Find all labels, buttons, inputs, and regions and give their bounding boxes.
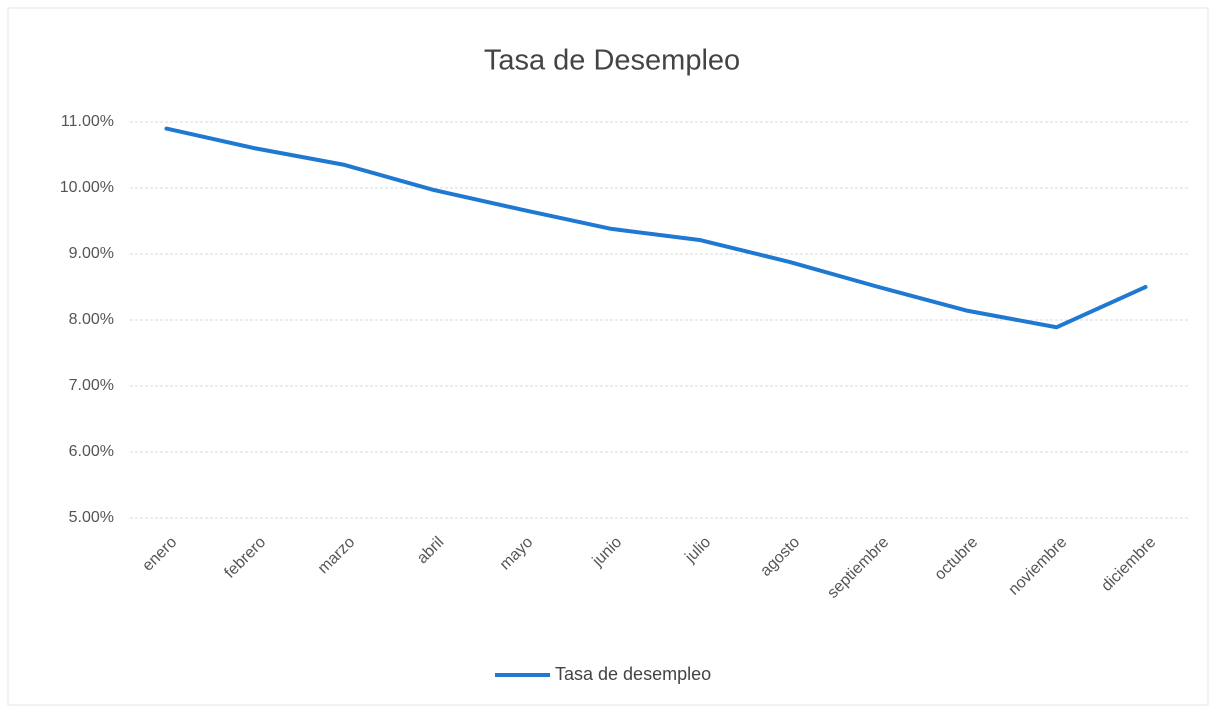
y-tick-label: 8.00%	[69, 311, 114, 328]
y-tick-label: 7.00%	[69, 377, 114, 394]
x-tick-label: octubre	[932, 534, 982, 584]
y-tick-label: 5.00%	[69, 509, 114, 526]
legend-label: Tasa de desempleo	[555, 664, 711, 684]
x-tick-label: marzo	[315, 534, 359, 578]
chart-title: Tasa de Desempleo	[484, 45, 740, 77]
chart-border	[7, 7, 1209, 706]
x-tick-label: septiembre	[824, 534, 892, 602]
x-tick-label: julio	[681, 534, 714, 567]
x-tick-label: agosto	[757, 534, 803, 580]
x-tick-label: diciembre	[1098, 534, 1159, 595]
y-tick-label: 9.00%	[69, 245, 114, 262]
y-tick-label: 10.00%	[60, 179, 114, 196]
data-line	[164, 126, 1148, 330]
x-tick-label: enero	[139, 534, 180, 575]
x-tick-label: junio	[589, 534, 626, 571]
x-tick-label: mayo	[497, 534, 537, 574]
x-tick-label: abril	[414, 534, 447, 567]
x-tick-label: febrero	[221, 534, 269, 582]
y-tick-label: 11.00%	[61, 113, 114, 130]
x-tick-label: noviembre	[1005, 534, 1070, 599]
y-tick-label: 6.00%	[69, 443, 114, 460]
